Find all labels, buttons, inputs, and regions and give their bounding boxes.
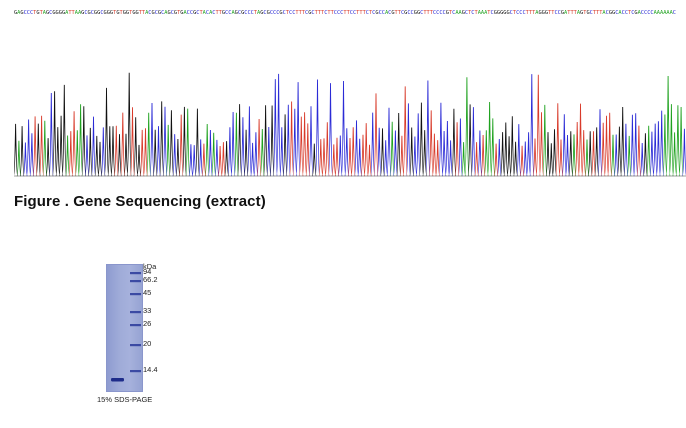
marker-label: 26 [143, 319, 152, 328]
marker-label: 33 [143, 306, 152, 315]
marker-label: 66.2 [143, 275, 158, 284]
gel-bands [111, 272, 141, 382]
figure-caption: Figure . Gene Sequencing (extract) [14, 193, 266, 210]
trace-t [32, 74, 642, 177]
marker-label: 14.4 [143, 365, 158, 374]
sample-band [111, 378, 124, 382]
ladder-band [130, 293, 141, 296]
trace-c [22, 73, 686, 177]
trace-a [16, 75, 684, 177]
marker-label: 94 [143, 267, 152, 276]
ladder-band [130, 311, 141, 314]
ladder-band [130, 324, 141, 327]
chromatogram-trace [14, 72, 686, 177]
marker-label: 45 [143, 288, 152, 297]
marker-label: 20 [143, 339, 152, 348]
sds-page-gel [106, 264, 143, 392]
ladder-band [130, 344, 141, 347]
ladder-band [130, 280, 141, 283]
gel-unit-label: kDa [143, 262, 157, 271]
gel-caption: 15% SDS-PAGE [97, 395, 153, 404]
trace-g [14, 72, 648, 177]
ladder-band [130, 370, 141, 373]
ladder-band [130, 272, 141, 275]
sequence-letters: GAGCCCTGTAGCGGGGATTAAGCGCGGCGGGTGTGGTGGT… [14, 10, 676, 16]
sequence-string: GAGCCCTGTAGCGGGGATTAAGCGCGGCGGGTGTGGTGGT… [14, 10, 676, 16]
sequence-text: GAGCCCTGTAGCGGGGATTAAGCGCGGCGGGTGTGGTGGT… [14, 6, 676, 16]
